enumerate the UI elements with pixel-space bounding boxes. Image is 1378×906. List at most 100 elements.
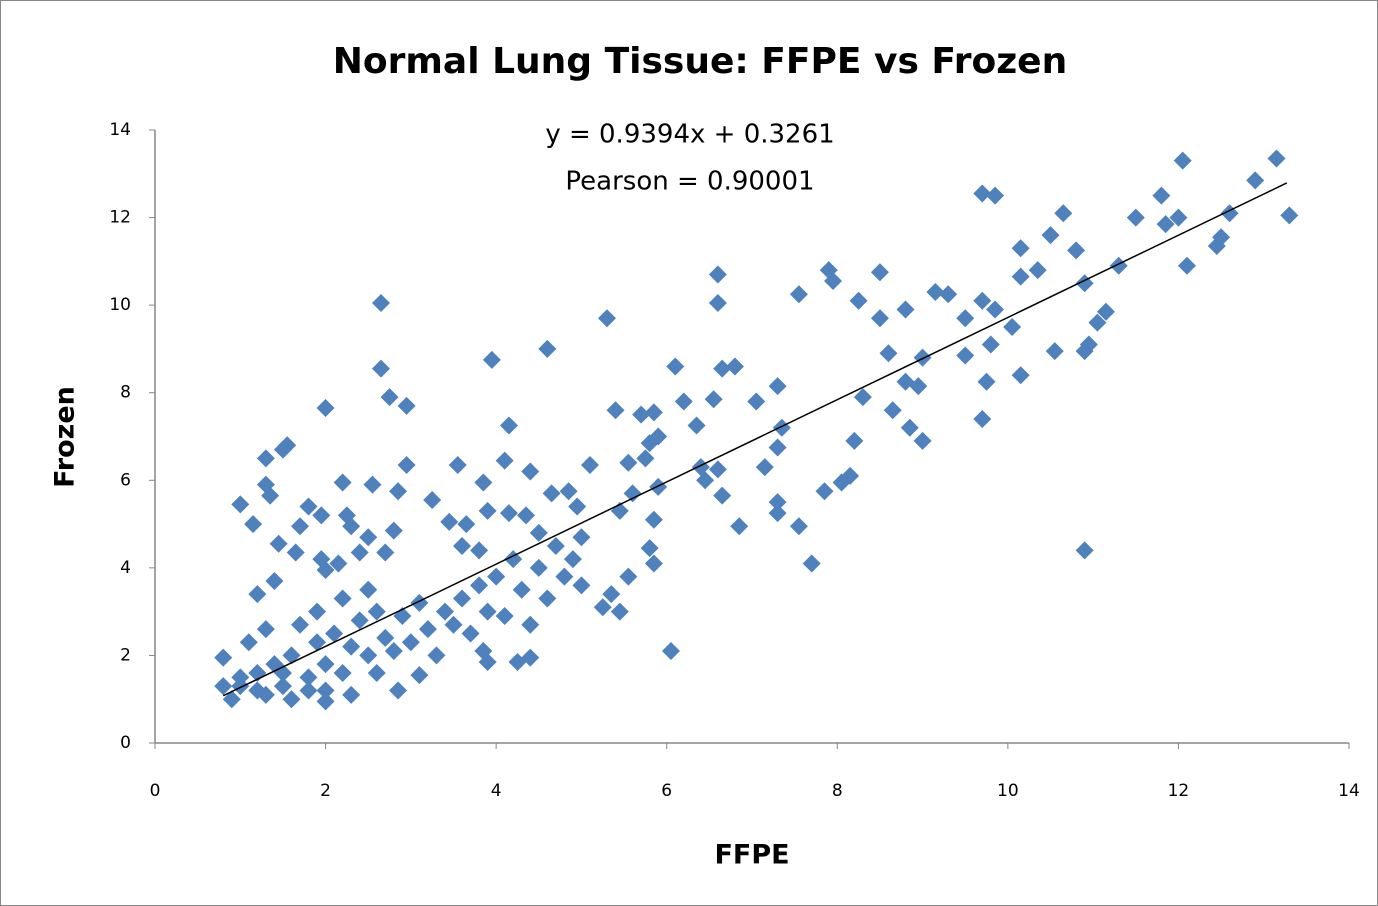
point (333, 473, 352, 492)
point (623, 484, 642, 503)
point (1088, 313, 1107, 332)
point (521, 615, 540, 634)
point (290, 517, 309, 536)
point (896, 300, 915, 319)
point (572, 528, 591, 547)
point (248, 585, 267, 604)
point (674, 392, 693, 411)
point (879, 344, 898, 363)
point (359, 580, 378, 599)
point (708, 293, 727, 312)
point (231, 495, 250, 514)
point (768, 377, 787, 396)
point (845, 431, 864, 450)
point (1075, 342, 1094, 361)
point (367, 602, 386, 621)
point (973, 409, 992, 428)
point (1054, 204, 1073, 223)
point (384, 521, 403, 540)
x-tick-label: 6 (661, 781, 672, 801)
point (619, 567, 638, 586)
y-tick-label: 10 (109, 295, 131, 315)
point (1126, 208, 1145, 227)
point (444, 615, 463, 634)
point (316, 399, 335, 418)
point (333, 663, 352, 682)
point (256, 449, 275, 468)
point (896, 372, 915, 391)
point (768, 504, 787, 523)
point (487, 567, 506, 586)
point (1177, 256, 1196, 275)
point (372, 359, 391, 378)
point (508, 652, 527, 671)
point (926, 283, 945, 302)
point (359, 646, 378, 665)
point (350, 611, 369, 630)
point (956, 346, 975, 365)
point (278, 436, 297, 455)
point (1067, 241, 1086, 260)
point (308, 602, 327, 621)
point (1169, 208, 1188, 227)
point (269, 534, 288, 553)
chart-title: Normal Lung Tissue: FFPE vs Frozen (333, 41, 1067, 82)
point (499, 416, 518, 435)
point (1173, 151, 1192, 170)
point (632, 405, 651, 424)
point (986, 300, 1005, 319)
point (333, 589, 352, 608)
point (973, 291, 992, 310)
point (981, 335, 1000, 354)
point (598, 309, 617, 328)
point (273, 677, 292, 696)
point (312, 506, 331, 525)
point (1011, 366, 1030, 385)
point (973, 184, 992, 203)
point (1075, 541, 1094, 560)
point (789, 285, 808, 304)
point (427, 646, 446, 665)
point (222, 690, 241, 709)
x-tick-label: 14 (1338, 781, 1360, 801)
point (529, 523, 548, 542)
y-tick-label: 12 (109, 208, 131, 228)
point (666, 357, 685, 376)
point (239, 633, 258, 652)
point (1156, 215, 1175, 234)
x-tick-label: 0 (150, 781, 161, 801)
point (538, 339, 557, 358)
point (538, 589, 557, 608)
point (457, 515, 476, 534)
point (470, 541, 489, 560)
point (214, 648, 233, 667)
point (1096, 302, 1115, 321)
point (606, 401, 625, 420)
point (853, 388, 872, 407)
point (384, 642, 403, 661)
point (747, 392, 766, 411)
point (563, 550, 582, 569)
x-axis-title: FFPE (714, 840, 789, 871)
point (286, 543, 305, 562)
point (474, 642, 493, 661)
point (602, 585, 621, 604)
x-tick-label: 10 (997, 781, 1019, 801)
point (636, 449, 655, 468)
point (282, 690, 301, 709)
point (389, 681, 408, 700)
point (768, 438, 787, 457)
point (824, 272, 843, 291)
point (470, 576, 489, 595)
point (316, 655, 335, 674)
point (1152, 186, 1171, 205)
x-tick-label: 2 (320, 781, 331, 801)
point (649, 477, 668, 496)
point (772, 418, 791, 437)
point (1011, 267, 1030, 286)
point (956, 309, 975, 328)
point (423, 490, 442, 509)
point (244, 515, 263, 534)
point (495, 451, 514, 470)
